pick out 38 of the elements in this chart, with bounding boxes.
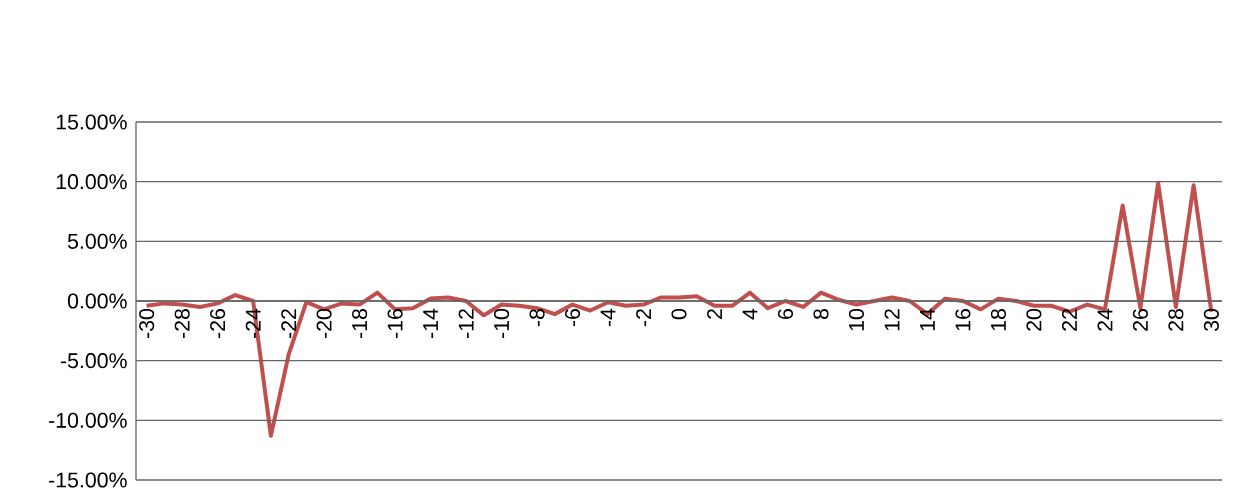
x-tick-label: -18: [352, 309, 368, 338]
x-tick-label: -10: [494, 308, 510, 338]
y-tick-label: 10.00%: [56, 174, 127, 190]
x-tick-label: -26: [210, 309, 226, 338]
y-tick-label: 15.00%: [56, 114, 127, 130]
x-tick-label: 6: [777, 309, 794, 319]
x-tick-label: 0: [671, 308, 687, 320]
x-tick-label: -4: [600, 308, 616, 327]
x-tick-label: 18: [990, 309, 1006, 331]
x-tick-label: -16: [387, 309, 403, 338]
y-tick-label: 5.00%: [67, 233, 127, 249]
y-tick-label: -10.00%: [49, 412, 127, 428]
x-tick-label: 16: [955, 309, 971, 331]
x-tick-label: 4: [742, 308, 758, 320]
x-tick-label: 12: [884, 309, 900, 331]
x-tick-label: 20: [1026, 308, 1042, 331]
x-tick-label: 10: [848, 308, 865, 331]
y-tick-label: 0.00%: [67, 293, 127, 309]
x-tick-label: -2: [636, 309, 651, 327]
x-tick-label: 24: [1097, 308, 1113, 331]
x-tick-label: 22: [1061, 309, 1077, 331]
x-tick-label: -14: [423, 308, 438, 338]
x-tick-label: 14: [920, 308, 935, 331]
x-tick-label: 8: [813, 309, 829, 320]
x-tick-label: -24: [245, 308, 261, 338]
x-tick-label: 2: [707, 309, 722, 319]
x-tick-label: 30: [1203, 308, 1219, 332]
y-tick-label: -5.00%: [60, 353, 127, 369]
x-tick-label: -12: [458, 309, 474, 338]
y-tick-label: -15.00%: [49, 472, 127, 488]
x-tick-label: -6: [564, 309, 581, 327]
x-tick-label: -20: [316, 308, 332, 338]
x-tick-label: -30: [139, 308, 155, 338]
x-tick-label: 26: [1132, 309, 1148, 331]
x-tick-label: -8: [529, 309, 545, 327]
x-tick-label: -28: [174, 309, 190, 338]
x-tick-label: -22: [281, 309, 297, 338]
x-tick-label: 28: [1168, 309, 1184, 331]
